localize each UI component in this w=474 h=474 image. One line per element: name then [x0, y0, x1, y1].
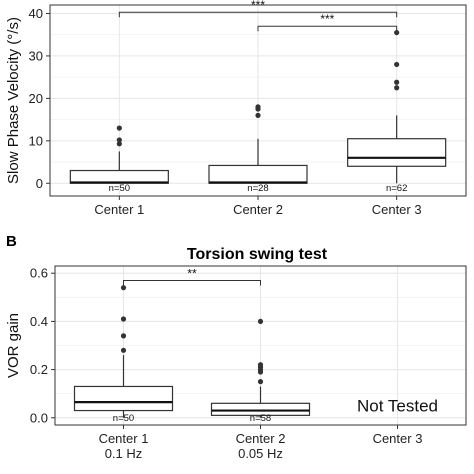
- n-label: n=62: [386, 183, 407, 194]
- n-label: n=50: [113, 413, 134, 424]
- x-tick-label: Center 3: [373, 431, 423, 446]
- n-label: n=28: [247, 183, 268, 194]
- significance-label: **: [187, 266, 197, 280]
- box-1: n=50: [73, 285, 174, 424]
- outlier-point: [120, 333, 127, 339]
- x-tick-label: Center 1: [99, 431, 149, 446]
- y-tick-label: 30: [29, 48, 43, 63]
- outlier-point: [394, 85, 400, 91]
- outlier-point: [394, 79, 400, 85]
- x-tick-sublabel: 0.05 Hz: [238, 446, 283, 461]
- outlier-point: [116, 141, 122, 147]
- y-tick-label: 0.2: [30, 362, 48, 377]
- y-tick-label: 0.4: [30, 314, 48, 329]
- significance-bracket: [257, 25, 398, 32]
- x-tick-label: Center 3: [372, 202, 422, 217]
- y-axis-title: VOR gain: [5, 313, 22, 378]
- outlier-point: [257, 379, 264, 385]
- y-tick-label: 40: [29, 6, 43, 21]
- significance-label: ***: [251, 0, 265, 12]
- panel-b-letter: B: [6, 233, 17, 250]
- x-tick-label: Center 1: [94, 202, 144, 217]
- outlier-point: [255, 104, 261, 110]
- box-2: n=28: [208, 104, 308, 194]
- box-2: n=58: [210, 318, 311, 424]
- n-label: n=50: [109, 183, 130, 194]
- iqr-box: [208, 164, 308, 184]
- outlier-point: [257, 362, 264, 368]
- significance-label: ***: [320, 12, 334, 26]
- x-tick-sublabel: 0.1 Hz: [105, 446, 143, 461]
- outlier-point: [257, 318, 264, 325]
- n-label: n=58: [250, 413, 271, 424]
- outlier-point: [255, 112, 261, 118]
- y-tick-label: 0: [36, 176, 43, 191]
- x-tick-label: Center 2: [236, 431, 286, 446]
- y-tick-label: 0.6: [30, 266, 48, 281]
- outlier-point: [120, 347, 127, 353]
- panel-b-title: Torsion swing test: [187, 246, 328, 263]
- outlier-point: [120, 316, 127, 322]
- not-tested-label: Not Tested: [357, 397, 438, 416]
- y-tick-label: 10: [29, 133, 43, 148]
- iqr-box: [210, 402, 311, 416]
- iqr-box: [347, 138, 447, 167]
- y-tick-label: 20: [29, 91, 43, 106]
- significance-bracket: [123, 279, 261, 286]
- outlier-point: [116, 137, 122, 143]
- panel-b-chart: 0.0 0.2 0.4 0.6 n=50 n=58 ** Not Tested Center 1…: [5, 265, 467, 461]
- panel-a-chart: 0 10 20 30 40 n=50 n=28 n=62 *** *** Center 1 Cente…: [5, 0, 467, 217]
- outlier-point: [116, 125, 122, 131]
- y-axis-title: Slow Phase Velocity (°/s): [5, 17, 22, 184]
- outlier-point: [120, 285, 127, 291]
- x-tick-label: Center 2: [233, 202, 283, 217]
- outlier-point: [394, 29, 400, 36]
- box-1: n=50: [69, 125, 169, 194]
- y-tick-label: 0.0: [30, 410, 48, 425]
- significance-bracket: [118, 11, 398, 18]
- box-3: n=62: [347, 29, 447, 194]
- outlier-point: [394, 61, 400, 68]
- iqr-box: [73, 385, 174, 412]
